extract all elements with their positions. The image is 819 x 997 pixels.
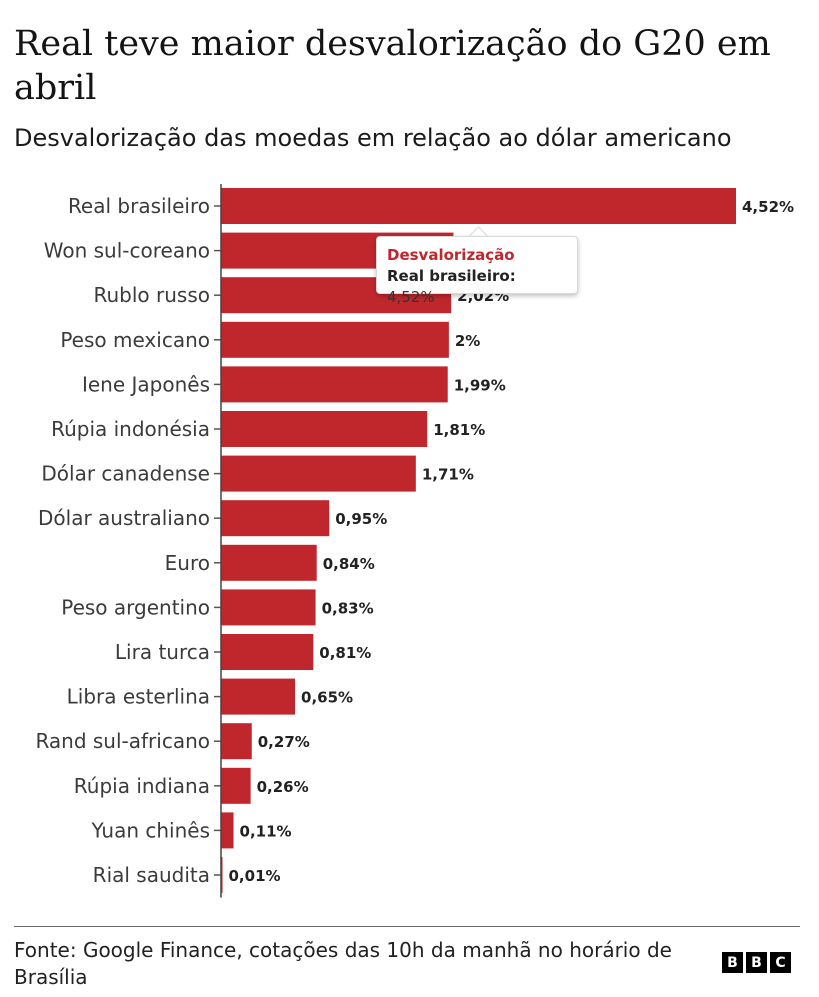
tooltip-value: 4,52%: [387, 288, 435, 306]
logo-letter: B: [722, 952, 743, 973]
chart-title: Real teve maior desvalorização do G20 em…: [14, 24, 771, 108]
value-label: 1,71%: [422, 466, 474, 484]
value-label: 0,65%: [301, 689, 353, 707]
category-label: Real brasileiro: [68, 194, 210, 218]
category-label: Rublo russo: [94, 283, 211, 307]
value-label: 0,83%: [322, 599, 374, 617]
category-label: Euro: [165, 551, 210, 575]
chart-subtitle: Desvalorização das moedas em relação ao …: [14, 124, 732, 152]
bar: [221, 500, 330, 537]
category-label: Lira turca: [115, 640, 210, 664]
value-label: 4,52%: [742, 198, 794, 216]
value-label: 1,81%: [433, 421, 485, 439]
category-label: Rúpia indiana: [74, 774, 210, 798]
bar: [221, 723, 252, 760]
bar: [221, 544, 317, 581]
value-label: 0,95%: [335, 510, 387, 528]
category-label: Yuan chinês: [90, 818, 210, 842]
bar: [221, 634, 314, 670]
value-label: 0,81%: [319, 644, 371, 662]
category-label: Peso mexicano: [60, 328, 210, 352]
bbc-logo: B B C: [722, 952, 791, 973]
value-label: 0,26%: [257, 778, 309, 796]
bar: [221, 812, 234, 849]
bar: [221, 589, 316, 626]
footer-divider: [14, 926, 800, 927]
value-label: 0,11%: [240, 822, 292, 840]
logo-letter: C: [770, 952, 791, 973]
category-label: Iene Japonês: [82, 372, 210, 396]
category-label: Peso argentino: [61, 595, 210, 619]
bar: [221, 767, 251, 804]
value-label: 1,99%: [454, 376, 506, 394]
tooltip: Desvalorização Real brasileiro: 4,52%: [376, 236, 578, 306]
bar: [221, 188, 736, 224]
bar: [221, 321, 449, 358]
category-label: Rand sul-africano: [35, 729, 210, 753]
category-label: Won sul-coreano: [44, 239, 210, 263]
bar: [221, 455, 416, 492]
tooltip-key: Real brasileiro:: [387, 267, 516, 285]
tooltip-heading: Desvalorização: [387, 246, 515, 264]
source-note: Fonte: Google Finance, cotações das 10h …: [14, 938, 672, 989]
bar: [221, 366, 448, 403]
value-label: 0,84%: [323, 555, 375, 573]
bar: [221, 411, 428, 447]
logo-letter: B: [746, 952, 767, 973]
value-label: 2%: [455, 332, 480, 350]
category-label: Rúpia indonésia: [51, 417, 210, 441]
category-label: Rial saudita: [93, 863, 210, 887]
category-label: Libra esterlina: [67, 685, 210, 709]
bar: [221, 678, 296, 715]
category-label: Dólar australiano: [38, 506, 210, 530]
category-label: Dólar canadense: [41, 462, 210, 486]
value-label: 0,27%: [258, 733, 310, 751]
value-label: 0,01%: [229, 867, 281, 885]
